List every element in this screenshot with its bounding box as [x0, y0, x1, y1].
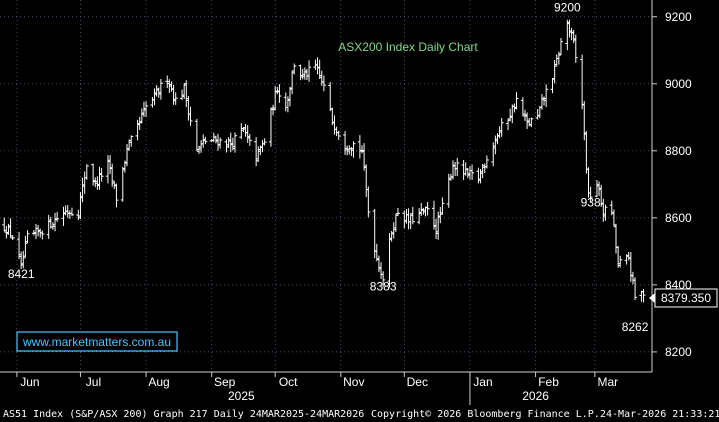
last-price-tag: 8379.350	[649, 288, 718, 308]
y-axis-ticks: 8200 8400 8600 8800 9000 9200	[652, 10, 692, 359]
ohlc-bar	[247, 133, 252, 146]
ohlc-bar	[188, 106, 193, 126]
x-tick-label: Jan	[473, 375, 492, 389]
footer-series-info: AS51 Index (S&P/ASX 200) Graph 217 Daily…	[3, 409, 364, 420]
ohlc-bar	[218, 137, 223, 149]
ohlc-bar	[618, 255, 623, 268]
ohlc-bar	[55, 211, 60, 222]
x-tick-label: Mar	[598, 375, 619, 389]
watermark[interactable]: www.marketmatters.com.au	[16, 331, 178, 352]
ohlc-bar	[336, 130, 341, 140]
x-tick-label: Aug	[148, 375, 169, 389]
ohlc-bar	[144, 101, 149, 117]
ohlc-bar	[203, 136, 208, 145]
y-tick-label: 9000	[665, 77, 692, 91]
year-label: 2025	[228, 389, 255, 403]
ohlc-bar	[10, 235, 15, 241]
ohlc-bar	[484, 155, 489, 169]
footer-timestamp: 24-Mar-2026 21:33:21	[600, 409, 719, 420]
ohlc-bar	[641, 289, 646, 303]
price-annotation: 938	[581, 195, 601, 209]
x-axis-ticks: Jun Jul Aug Sep Oct Nov Dec Jan Feb Mar	[16, 372, 619, 389]
ohlc-bar	[455, 157, 460, 176]
ohlc-bar	[99, 168, 104, 182]
ohlc-bar	[556, 51, 561, 65]
footer-copyright: Copyright© 2026 Bloomberg Finance L.P.	[371, 409, 600, 420]
y-tick-label: 8400	[665, 278, 692, 292]
ohlc-bar	[425, 202, 430, 216]
ohlc-bars	[2, 19, 646, 303]
ohlc-bar	[573, 34, 578, 63]
x-tick-label: Dec	[407, 375, 428, 389]
ohlc-bar	[529, 117, 534, 128]
price-annotations: 9200 8421 8383 8262 938	[8, 1, 649, 334]
x-tick-label: Nov	[343, 375, 364, 389]
ohlc-bar	[351, 141, 356, 158]
ohlc-bar	[633, 277, 638, 301]
ohlc-bar	[69, 207, 74, 217]
ohlc-bar	[366, 186, 371, 218]
x-tick-label: Jun	[20, 375, 39, 389]
ohlc-bar	[603, 204, 608, 221]
ohlc-bar	[21, 250, 26, 269]
y-tick-label: 9200	[665, 10, 692, 24]
watermark-text[interactable]: www.marketmatters.com.au	[22, 335, 171, 349]
last-price-pointer	[649, 293, 655, 303]
chart-title: ASX200 Index Daily Chart	[338, 40, 478, 54]
ohlc-bar	[514, 92, 519, 110]
ohlc-bar	[381, 271, 386, 287]
year-label: 2026	[522, 389, 549, 403]
watermark-border	[16, 331, 178, 352]
ohlc-bar	[262, 138, 267, 146]
y-tick-label: 8800	[665, 144, 692, 158]
ohlc-bar	[232, 132, 237, 153]
x-tick-label: Oct	[279, 375, 298, 389]
y-tick-label: 8200	[665, 345, 692, 359]
price-annotation: 9200	[554, 1, 581, 15]
ohlc-bar	[395, 207, 400, 217]
ohlc-bar	[129, 135, 134, 147]
ohlc-bar	[25, 230, 30, 244]
ohlc-bar	[440, 197, 445, 215]
year-labels: 2025 2026	[228, 375, 549, 405]
ohlc-bar	[410, 206, 415, 225]
ohlc-bar	[40, 230, 45, 240]
ohlc-bar	[470, 164, 475, 180]
x-tick-label: Jul	[86, 375, 101, 389]
ohlc-bar	[158, 78, 163, 100]
ohlc-bar	[292, 63, 297, 75]
x-tick-label: Feb	[538, 375, 559, 389]
ohlc-bar	[84, 164, 89, 180]
ohlc-bar	[173, 92, 178, 105]
last-price-label: 8379.350	[661, 291, 711, 305]
ohlc-bar	[321, 75, 326, 92]
ohlc-bar	[544, 84, 549, 107]
price-annotation: 8421	[8, 267, 35, 281]
x-tick-label: Sep	[214, 375, 236, 389]
price-annotation: 8383	[370, 280, 397, 294]
gridlines	[0, 0, 652, 372]
ohlc-bar	[307, 60, 312, 82]
ohlc-bar	[558, 38, 563, 55]
ohlc-bar	[110, 163, 115, 187]
ohlc-bar	[277, 84, 282, 103]
ohlc-bar	[588, 186, 593, 203]
ohlc-bar	[499, 117, 504, 137]
price-annotation: 8262	[622, 320, 649, 334]
y-tick-label: 8600	[665, 211, 692, 225]
ohlc-bar	[114, 183, 119, 208]
